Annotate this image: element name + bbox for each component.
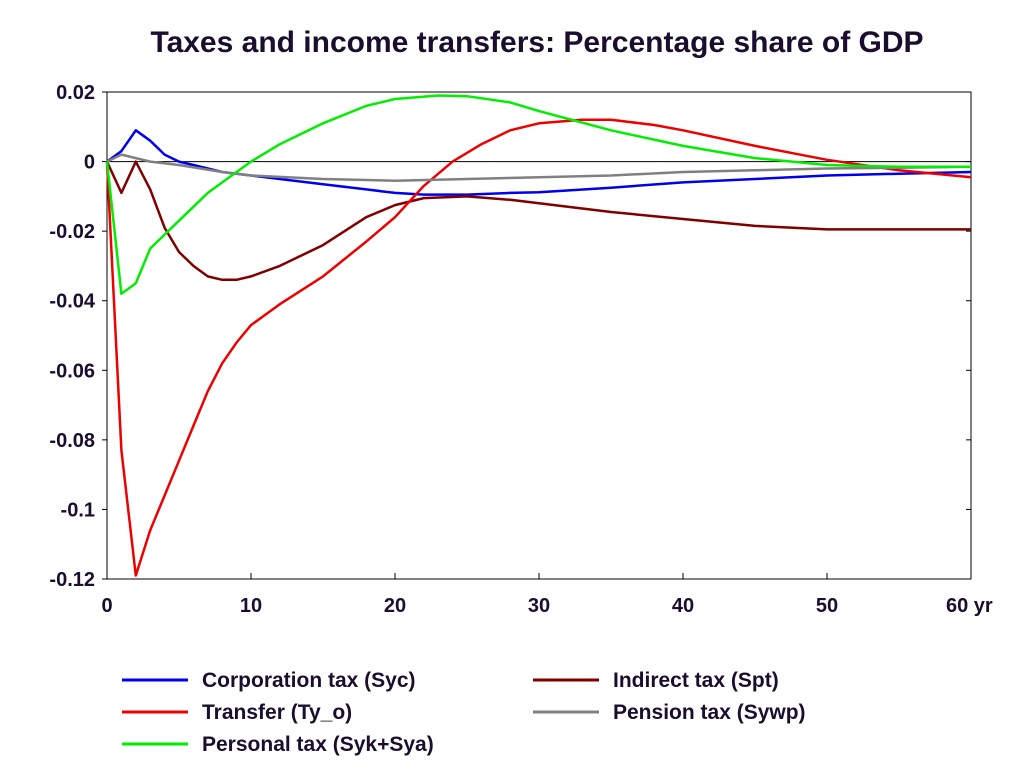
legend-item-4: Personal tax (Syk+Sya)	[122, 733, 434, 756]
legend-label: Transfer (Ty_o)	[202, 701, 352, 724]
legend-item-3: Pension tax (Sywp)	[533, 701, 806, 724]
legend-label: Corporation tax (Syc)	[202, 669, 416, 692]
series-line-3	[106, 153, 972, 182]
x-tick-label: 30	[528, 595, 550, 617]
series-line-2	[105, 118, 972, 577]
chart-title: Taxes and income transfers: Percentage s…	[150, 26, 923, 59]
y-tick-label: -0.02	[49, 221, 95, 243]
x-tick-label: 40	[672, 595, 694, 617]
series-line-1	[105, 160, 971, 282]
series-line-4	[105, 94, 971, 296]
x-tick-label: 60 yr	[946, 595, 993, 617]
y-tick-label: -0.12	[49, 569, 95, 591]
axes: 0.02 0 -0.02 -0.04 -0.06 -0.08 -0.1 -0.12 0 10 20 3…	[49, 82, 993, 617]
legend-item-2: Transfer (Ty_o)	[122, 701, 352, 724]
x-tick-label: 10	[240, 595, 262, 617]
y-tick-label: -0.04	[49, 291, 95, 313]
x-tick-label: 50	[816, 595, 838, 617]
y-tick-label: 0.02	[56, 82, 95, 104]
plot-area	[105, 94, 972, 577]
y-tick-label: -0.08	[49, 430, 95, 452]
y-tick-label: -0.1	[61, 499, 95, 521]
legend-label: Personal tax (Syk+Sya)	[202, 733, 434, 756]
y-tick-label: 0	[84, 152, 95, 174]
series-line-0	[106, 129, 972, 196]
legend-label: Pension tax (Sywp)	[613, 701, 806, 724]
legend: Corporation tax (Syc) Indirect tax (Spt) T…	[122, 669, 806, 756]
legend-label: Indirect tax (Spt)	[613, 669, 779, 692]
legend-item-0: Corporation tax (Syc)	[122, 669, 416, 692]
x-tick-label: 20	[384, 595, 406, 617]
x-tick-label: 0	[101, 595, 112, 617]
y-tick-label: -0.06	[49, 360, 95, 382]
legend-item-1: Indirect tax (Spt)	[533, 669, 779, 692]
